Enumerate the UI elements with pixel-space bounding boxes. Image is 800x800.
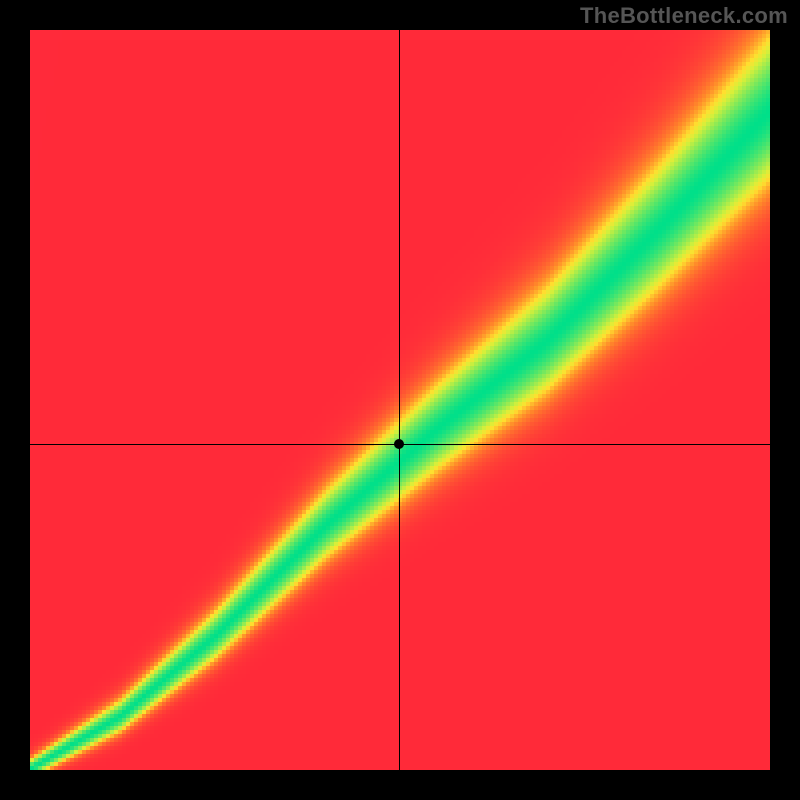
plot-area xyxy=(30,30,770,770)
bottleneck-marker-point xyxy=(394,439,404,449)
crosshair-vertical xyxy=(399,30,400,770)
chart-frame: TheBottleneck.com xyxy=(0,0,800,800)
watermark-text: TheBottleneck.com xyxy=(580,3,788,29)
heatmap-canvas xyxy=(30,30,770,770)
